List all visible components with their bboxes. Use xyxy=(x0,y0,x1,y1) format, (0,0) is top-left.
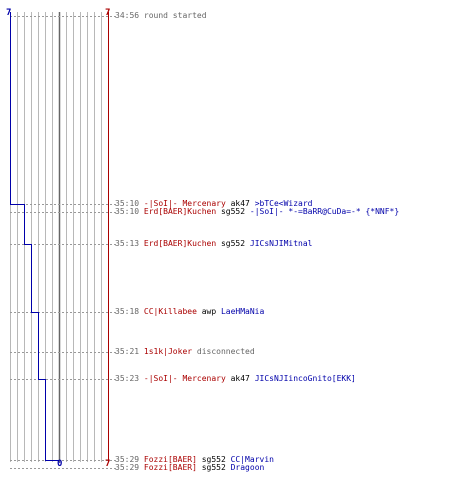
event-time: 35:10 xyxy=(115,199,144,208)
event-blue-text: LaeHMaNia xyxy=(220,307,265,316)
round-score-chart: 7 7 0 7 xyxy=(0,0,118,500)
event-row: 35:10 -|SoI|- Mercenary ak47 >bTCe<Wizar… xyxy=(115,199,313,209)
event-weapon-text: awp xyxy=(201,307,221,316)
event-time: 35:13 xyxy=(115,239,144,248)
team-left-count-top: 7 xyxy=(6,8,12,18)
event-row: 35:10 Erd[BAER]Kuchen sg552 -|SoI|- *-=B… xyxy=(115,207,399,217)
event-blue-text: JICsNJIMitnal xyxy=(249,239,313,248)
event-row: 35:23 -|SoI|- Mercenary ak47 JICsNJIinco… xyxy=(115,374,356,384)
event-red-text: Erd[BAER]Kuchen xyxy=(143,239,221,248)
team-right-count-top: 7 xyxy=(105,8,111,18)
event-row: 35:29 Fozzi[BAER] sg552 Dragoon xyxy=(115,463,264,473)
event-red-text: 1s1k|Joker xyxy=(143,347,197,356)
event-red-text: -|SoI|- Mercenary xyxy=(143,199,231,208)
event-row: 35:13 Erd[BAER]Kuchen sg552 JICsNJIMitna… xyxy=(115,239,313,249)
event-row: 35:18 CC|Killabee awp LaeHMaNia xyxy=(115,307,264,317)
event-blue-text: -|SoI|- *-=BaRR@CuDa=-* {*NNF*} xyxy=(249,207,400,216)
event-row: 34:56 round started xyxy=(115,11,207,21)
event-row: 35:29 Fozzi[BAER] sg552 CC|Marvin xyxy=(115,455,274,465)
event-time: 35:10 xyxy=(115,207,144,216)
event-neutral-text: disconnected xyxy=(196,347,255,356)
event-blue-text: >bTCe<Wizard xyxy=(254,199,313,208)
event-red-text: CC|Killabee xyxy=(143,307,202,316)
event-red-text: Erd[BAER]Kuchen xyxy=(143,207,221,216)
event-row: 35:21 1s1k|Joker disconnected xyxy=(115,347,255,357)
event-weapon-text: sg552 xyxy=(201,455,231,464)
event-blue-text: CC|Marvin xyxy=(230,455,274,464)
event-red-text: Fozzi[BAER] xyxy=(143,455,202,464)
event-red-text: Fozzi[BAER] xyxy=(143,463,202,472)
event-time: 35:23 xyxy=(115,374,144,383)
event-blue-text: Dragoon xyxy=(230,463,265,472)
score-step-line xyxy=(10,12,60,461)
event-time: 35:29 xyxy=(115,455,144,464)
event-weapon-text: sg552 xyxy=(220,239,250,248)
team-left-count-bottom: 0 xyxy=(57,459,63,469)
event-time: 35:29 xyxy=(115,463,144,472)
event-time: 35:18 xyxy=(115,307,144,316)
event-blue-text: JICsNJIincoGnito[EKK] xyxy=(254,374,356,383)
event-weapon-text: sg552 xyxy=(201,463,231,472)
event-log: 34:56 round started 35:10 -|SoI|- Mercena… xyxy=(115,0,450,500)
event-weapon-text: sg552 xyxy=(220,207,250,216)
round-score-graph xyxy=(10,12,117,469)
team-right-count-bottom: 7 xyxy=(105,459,111,469)
event-time: 35:21 xyxy=(115,347,144,356)
event-time: 34:56 xyxy=(115,11,144,20)
event-red-text: -|SoI|- Mercenary xyxy=(143,374,231,383)
event-weapon-text: ak47 xyxy=(230,374,255,383)
event-neutral-text: round started xyxy=(143,11,207,20)
event-weapon-text: ak47 xyxy=(230,199,255,208)
